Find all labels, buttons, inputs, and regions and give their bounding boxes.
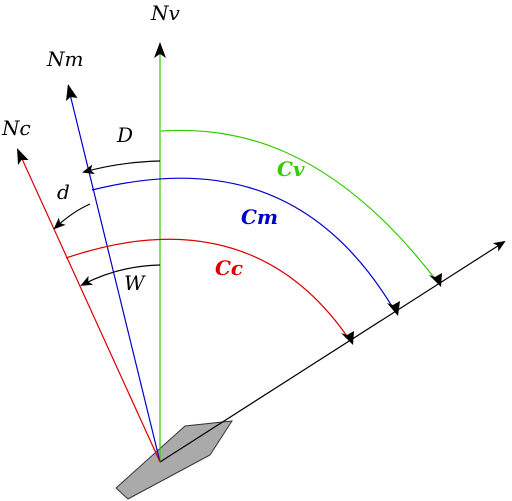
compass-course-arrowhead bbox=[341, 331, 354, 345]
compass-north-label: Nc bbox=[1, 116, 31, 140]
compass-north-line bbox=[17, 149, 161, 463]
magnetic-north-arrowhead bbox=[66, 84, 78, 101]
true-course-label: Cv bbox=[277, 157, 305, 181]
magnetic-north-line bbox=[67, 85, 161, 463]
deviation-arc bbox=[53, 203, 91, 230]
compass-course-label: Cc bbox=[215, 256, 243, 280]
boat-icon bbox=[115, 420, 233, 500]
declination-arc bbox=[82, 160, 161, 175]
variation-label: W bbox=[124, 271, 146, 295]
variation-arc bbox=[80, 264, 161, 286]
heading-line bbox=[159, 240, 506, 463]
magnetic-course-arrowhead bbox=[387, 301, 400, 316]
compass-north-arrowhead bbox=[17, 148, 29, 165]
compass-course-arc bbox=[65, 238, 352, 343]
true-course-arc bbox=[160, 129, 440, 285]
magnetic-course-label: Cm bbox=[241, 205, 278, 229]
declination-label: D bbox=[116, 123, 133, 147]
magnetic-course-arc bbox=[91, 177, 397, 314]
true-north-arrowhead bbox=[154, 42, 166, 58]
true-north-label: Nv bbox=[150, 1, 181, 25]
true-course-arrowhead bbox=[429, 273, 442, 287]
magnetic-north-label: Nm bbox=[46, 47, 83, 71]
deviation-label: d bbox=[57, 180, 70, 204]
